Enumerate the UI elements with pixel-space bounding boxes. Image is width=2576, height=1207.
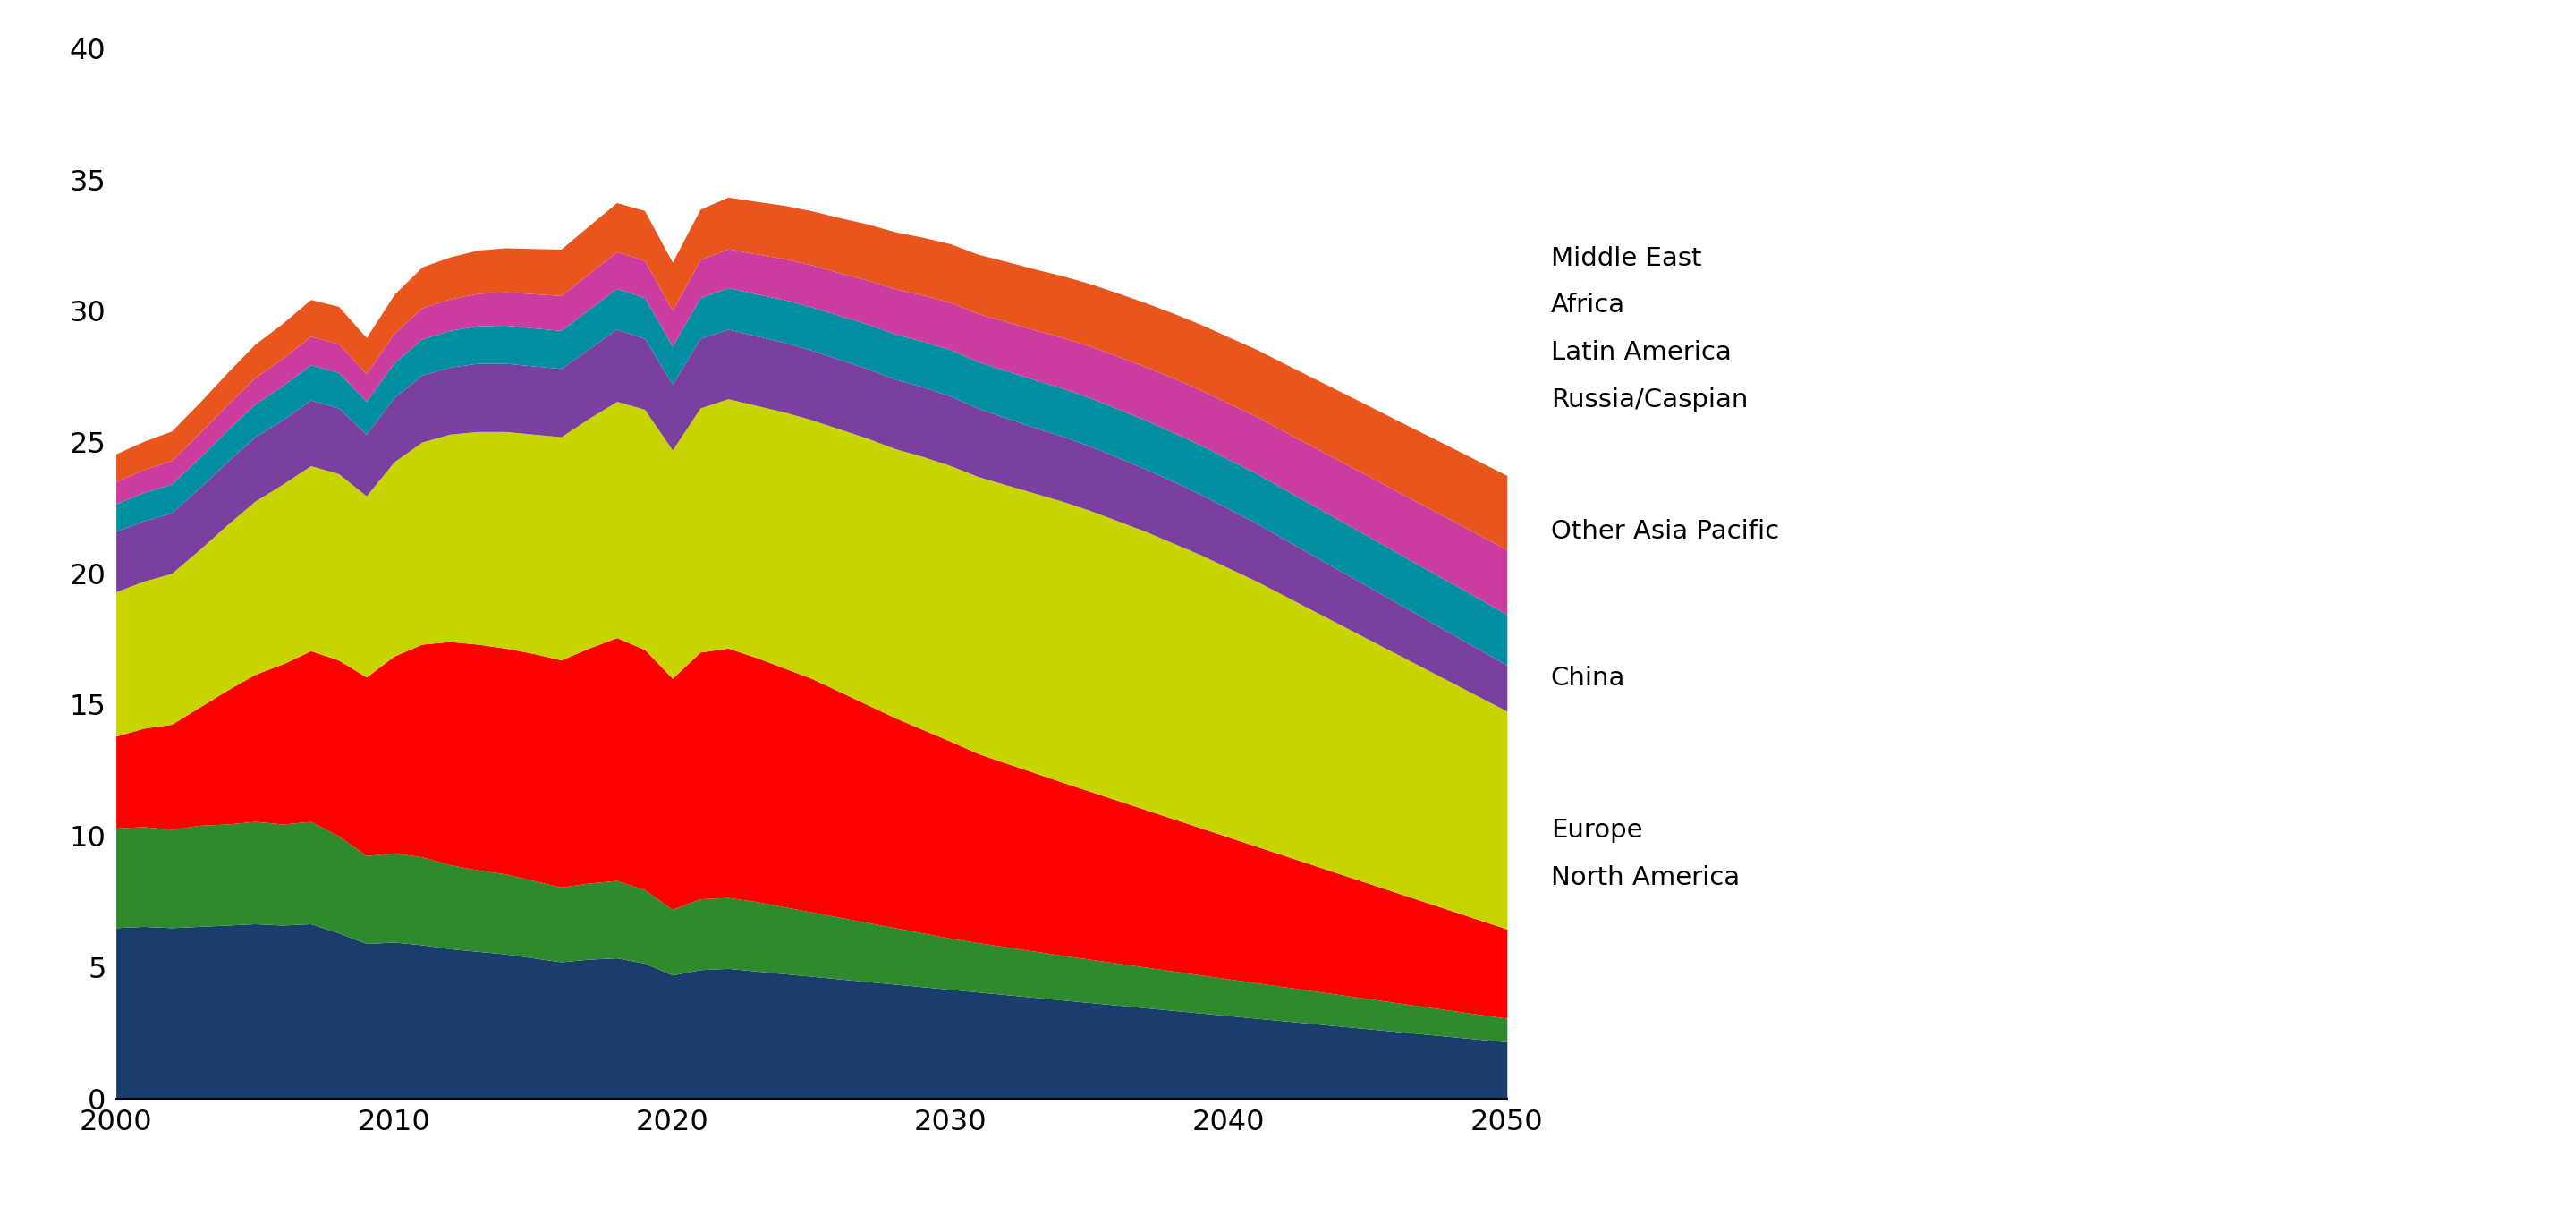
Text: Other Asia Pacific: Other Asia Pacific [1551, 519, 1780, 544]
Text: North America: North America [1551, 865, 1739, 891]
Text: Middle East: Middle East [1551, 246, 1703, 270]
Text: Russia/Caspian: Russia/Caspian [1551, 387, 1749, 413]
Text: Africa: Africa [1551, 293, 1625, 319]
Text: Europe: Europe [1551, 818, 1643, 844]
Text: Latin America: Latin America [1551, 340, 1731, 366]
Text: China: China [1551, 666, 1625, 690]
